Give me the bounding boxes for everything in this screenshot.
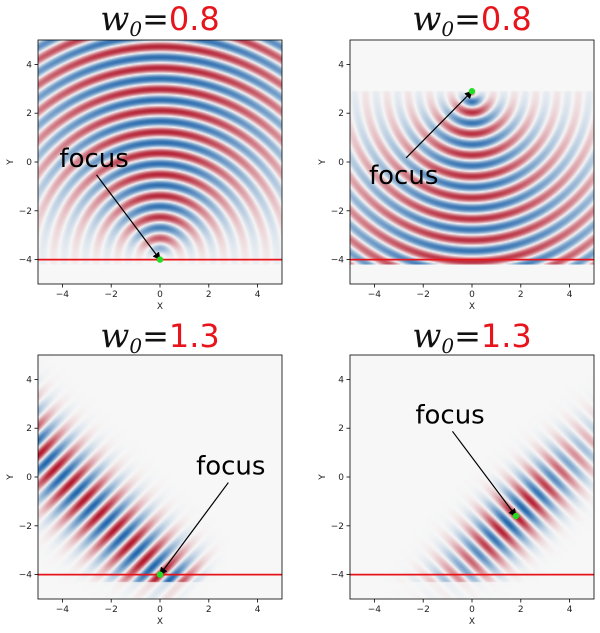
y-tick-label: 2 xyxy=(26,424,32,434)
wave-field-heatmap xyxy=(350,40,594,284)
y-axis-label: Y xyxy=(318,159,328,166)
x-axis-label: X xyxy=(157,617,163,627)
y-tick-label: −2 xyxy=(331,207,344,217)
title-equals: = xyxy=(142,0,169,38)
focus-annotation-label: focus xyxy=(415,400,484,430)
focus-point xyxy=(156,256,164,263)
title-equals: = xyxy=(454,0,481,38)
title-subscript: 0 xyxy=(441,334,454,358)
y-tick-label: 4 xyxy=(26,375,32,385)
y-tick-label: 0 xyxy=(338,158,344,168)
y-tick-label: 2 xyxy=(26,109,32,119)
y-axis-label: Y xyxy=(318,474,328,481)
focus-annotation-label: focus xyxy=(59,144,128,174)
x-axis-label: X xyxy=(469,302,475,312)
title-value: 0.8 xyxy=(169,0,220,38)
title-value: 1.3 xyxy=(481,317,532,355)
focus-annotation-arrow xyxy=(96,174,161,261)
focus-point xyxy=(156,571,164,578)
x-tick-label: −4 xyxy=(56,290,70,300)
y-tick-label: 0 xyxy=(26,473,32,483)
x-tick-label: 4 xyxy=(255,605,261,615)
title-symbol: w xyxy=(412,0,441,39)
focus-point xyxy=(468,88,476,95)
y-axis-label: Y xyxy=(6,474,16,481)
subplot-title: w0=0.8 xyxy=(100,0,220,41)
x-axis-label: X xyxy=(157,302,163,312)
y-tick-label: −2 xyxy=(331,522,344,532)
x-tick-label: 0 xyxy=(469,290,475,300)
title-value: 0.8 xyxy=(481,0,532,38)
x-tick-label: −4 xyxy=(56,605,70,615)
y-tick-label: 4 xyxy=(26,60,32,70)
y-tick-label: −2 xyxy=(19,207,32,217)
y-tick-label: −4 xyxy=(19,571,33,581)
y-tick-label: 2 xyxy=(338,424,344,434)
focus-annotation-label: focus xyxy=(196,452,265,482)
x-axis-label: X xyxy=(469,617,475,627)
x-tick-label: 2 xyxy=(206,290,212,300)
title-equals: = xyxy=(142,317,169,355)
subplot-title: w0=1.3 xyxy=(412,316,532,358)
title-subscript: 0 xyxy=(441,17,454,41)
title-equals: = xyxy=(454,317,481,355)
y-tick-label: 4 xyxy=(338,375,344,385)
x-tick-label: 0 xyxy=(157,605,163,615)
x-tick-label: −2 xyxy=(417,605,430,615)
y-tick-label: −2 xyxy=(19,522,32,532)
focus-annotation-arrow xyxy=(405,90,473,159)
y-tick-label: −4 xyxy=(331,571,345,581)
y-axis-label: Y xyxy=(6,159,16,166)
x-tick-label: 0 xyxy=(469,605,475,615)
title-symbol: w xyxy=(412,316,441,356)
x-tick-label: 4 xyxy=(567,605,573,615)
x-tick-label: 4 xyxy=(255,290,261,300)
x-tick-label: 2 xyxy=(206,605,212,615)
subplot-title: w0=1.3 xyxy=(100,316,220,358)
y-tick-label: 4 xyxy=(338,60,344,70)
x-tick-label: −2 xyxy=(105,290,118,300)
title-symbol: w xyxy=(100,0,129,39)
title-subscript: 0 xyxy=(129,334,142,358)
y-tick-label: −4 xyxy=(19,256,33,266)
y-tick-label: −4 xyxy=(331,256,345,266)
y-tick-label: 2 xyxy=(338,109,344,119)
subplot-title: w0=0.8 xyxy=(412,0,532,41)
focus-point xyxy=(512,512,520,520)
title-value: 1.3 xyxy=(169,317,220,355)
x-tick-label: 2 xyxy=(518,290,524,300)
x-tick-label: 2 xyxy=(518,605,524,615)
wave-field-heatmap xyxy=(350,355,594,599)
focus-annotation-arrow xyxy=(159,482,229,576)
x-tick-label: 4 xyxy=(567,290,573,300)
title-symbol: w xyxy=(100,316,129,356)
y-tick-label: 0 xyxy=(26,158,32,168)
y-tick-label: 0 xyxy=(338,473,344,483)
wave-field-heatmap xyxy=(38,355,282,599)
wave-field-heatmap xyxy=(38,40,282,284)
focus-annotation-arrow xyxy=(451,430,517,517)
focus-annotation-label: focus xyxy=(369,161,438,191)
x-tick-label: −4 xyxy=(368,290,382,300)
x-tick-label: −4 xyxy=(368,605,382,615)
x-tick-label: 0 xyxy=(157,290,163,300)
x-tick-label: −2 xyxy=(105,605,118,615)
title-subscript: 0 xyxy=(129,17,142,41)
x-tick-label: −2 xyxy=(417,290,430,300)
